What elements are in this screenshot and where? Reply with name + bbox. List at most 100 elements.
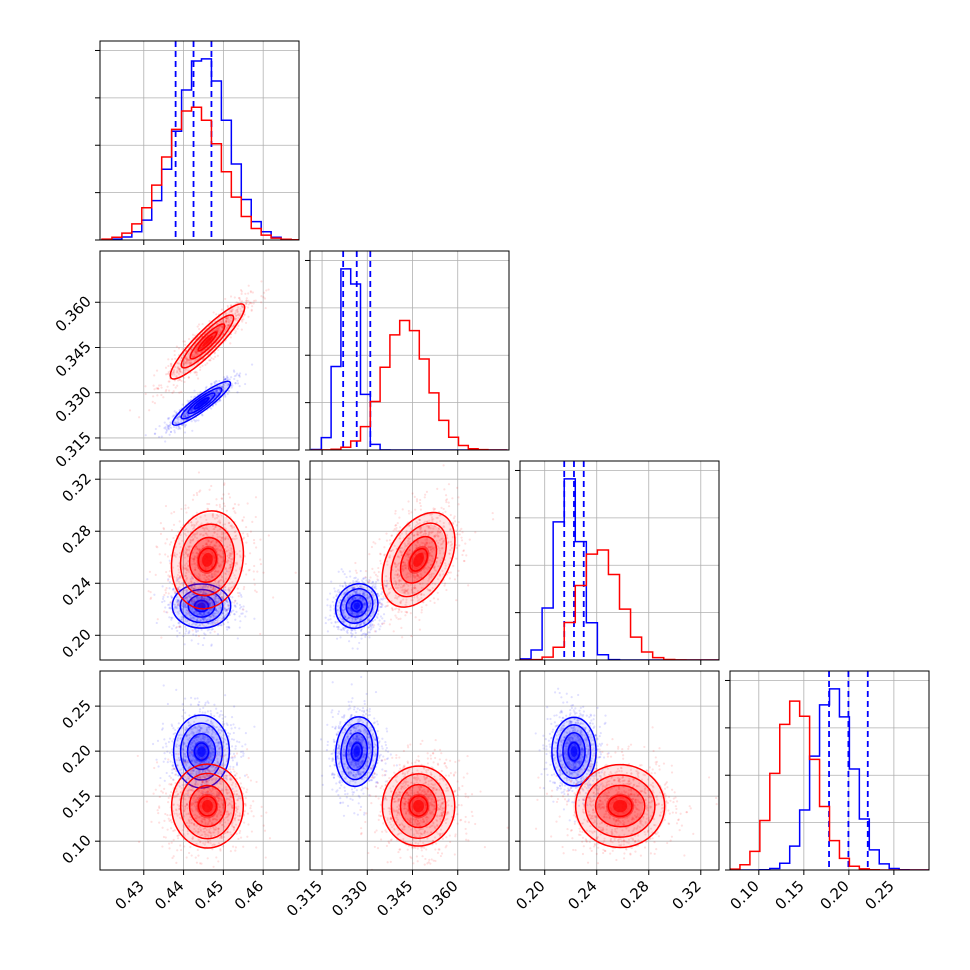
- scatter-point-red: [229, 552, 232, 555]
- scatter-point-red: [187, 560, 190, 563]
- scatter-point-blue: [377, 594, 381, 597]
- scatter-point-blue: [341, 603, 344, 607]
- scatter-point-blue: [358, 581, 361, 584]
- scatter-point-red: [191, 583, 195, 586]
- scatter-point-red: [197, 549, 200, 552]
- scatter-point-blue: [206, 611, 210, 614]
- scatter-point-red: [178, 367, 181, 370]
- scatter-point-red: [175, 553, 179, 556]
- scatter-point-red: [198, 356, 202, 359]
- scatter-point-red: [221, 334, 224, 337]
- contour-blue: [171, 583, 232, 629]
- scatter-point-red: [184, 534, 188, 537]
- scatter-point-blue: [193, 418, 196, 422]
- scatter-point-red: [195, 609, 198, 612]
- scatter-point-blue: [208, 605, 212, 608]
- scatter-point-blue: [185, 596, 189, 599]
- scatter-point-blue: [375, 580, 378, 584]
- scatter-point-blue: [234, 605, 237, 608]
- scatter-point-blue: [233, 613, 236, 616]
- scatter-point-red: [187, 376, 190, 379]
- scatter-point-blue: [187, 414, 190, 417]
- scatter-point-blue: [207, 611, 211, 615]
- scatter-point-blue: [356, 580, 359, 583]
- scatter-point-red: [190, 361, 193, 364]
- scatter-point-red: [194, 370, 197, 373]
- scatter-point-blue: [197, 577, 200, 580]
- scatter-point-red: [172, 371, 175, 374]
- scatter-point-red: [216, 536, 219, 539]
- scatter-point-blue: [172, 624, 175, 627]
- scatter-point-blue: [242, 605, 245, 608]
- scatter-point-blue: [355, 613, 358, 617]
- scatter-point-blue: [333, 587, 336, 590]
- scatter-point-red: [198, 548, 201, 551]
- scatter-point-red: [178, 378, 182, 381]
- scatter-point-blue: [367, 619, 370, 622]
- scatter-point-blue: [184, 414, 187, 418]
- scatter-point-blue: [177, 599, 180, 602]
- scatter-point-red: [225, 334, 228, 337]
- scatter-point-blue: [219, 606, 222, 609]
- scatter-point-red: [212, 528, 215, 531]
- scatter-point-red: [220, 326, 223, 329]
- scatter-point-blue: [217, 610, 220, 613]
- scatter-point-red: [182, 362, 185, 365]
- scatter-point-blue: [190, 408, 194, 411]
- scatter-point-blue: [201, 617, 204, 620]
- contours-red: [170, 510, 245, 610]
- scatter-point-blue: [232, 609, 235, 612]
- scatter-point-blue: [153, 593, 156, 596]
- scatter-point-blue: [190, 600, 193, 603]
- scatter-point-blue: [165, 611, 168, 614]
- scatter-point-blue: [202, 612, 206, 615]
- scatter-point-red: [220, 325, 223, 328]
- scatter-point-blue: [193, 622, 196, 626]
- scatter-point-blue: [198, 596, 201, 599]
- scatter-point-red: [394, 524, 397, 527]
- scatter-point-blue: [211, 405, 214, 408]
- scatter-point-blue: [362, 606, 365, 609]
- scatter-point-blue: [183, 425, 187, 428]
- scatter-point-blue: [183, 606, 186, 609]
- scatter-point-red: [212, 586, 215, 589]
- scatter-point-blue: [361, 598, 364, 601]
- scatter-point-red: [254, 299, 257, 302]
- scatter-point-red: [236, 313, 239, 317]
- scatter-point-blue: [214, 389, 218, 392]
- scatter-point-blue: [354, 629, 357, 632]
- scatter-point-blue: [373, 601, 376, 605]
- scatter-point-red: [213, 630, 216, 633]
- scatter-point-red: [178, 367, 182, 371]
- scatter-point-blue: [189, 617, 192, 620]
- scatter-point-blue: [190, 593, 194, 596]
- scatter-point-red: [249, 302, 252, 305]
- scatter-point-red: [196, 580, 199, 583]
- scatter-point-blue: [339, 628, 342, 631]
- scatter-point-red: [185, 571, 188, 574]
- scatter-point-blue: [213, 621, 216, 624]
- scatter-point-red: [232, 324, 235, 327]
- scatter-point-red: [188, 362, 191, 365]
- scatter-point-blue: [203, 597, 206, 600]
- scatter-point-blue: [355, 623, 358, 627]
- scatter-point-blue: [191, 602, 194, 606]
- scatter-point-blue: [371, 619, 375, 622]
- scatter-point-red: [184, 596, 187, 599]
- scatter-point-blue: [349, 631, 353, 635]
- scatter-point-red: [214, 581, 217, 584]
- scatter-point-red: [164, 373, 168, 376]
- scatter-point-red: [194, 532, 197, 536]
- scatter-point-red: [228, 612, 231, 615]
- scatter-point-blue: [363, 601, 366, 605]
- scatter-point-blue: [354, 618, 357, 621]
- scatter-point-blue: [362, 622, 365, 625]
- scatter-point-blue: [212, 614, 215, 617]
- scatter-point-red: [196, 547, 199, 551]
- scatter-point-blue: [359, 596, 362, 600]
- scatter-point-red: [195, 348, 198, 351]
- scatter-point-red: [235, 301, 238, 304]
- scatter-point-blue: [350, 609, 353, 612]
- scatter-point-blue: [362, 609, 366, 612]
- scatter-point-red: [191, 333, 195, 336]
